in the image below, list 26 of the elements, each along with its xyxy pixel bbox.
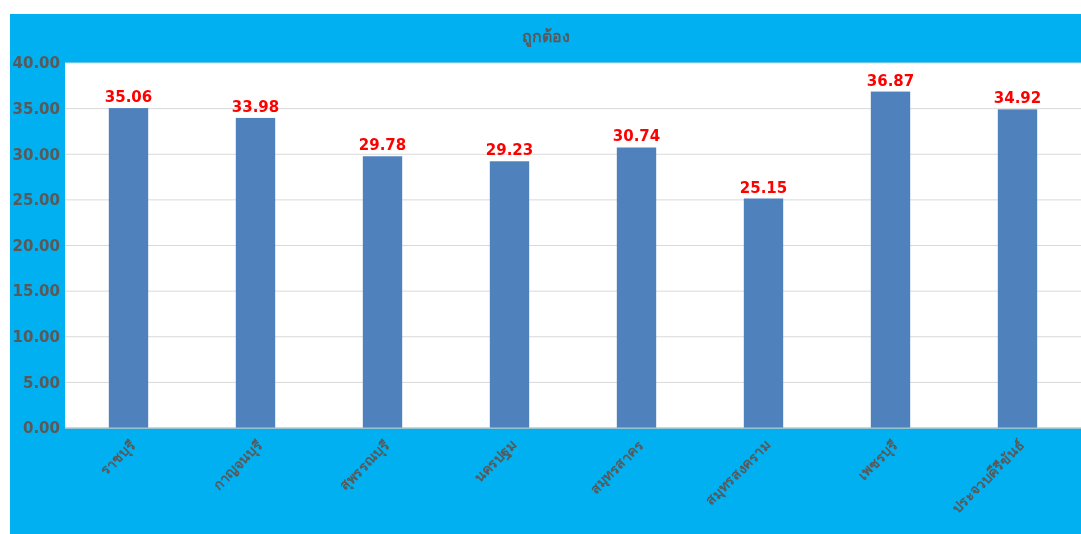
bar (108, 108, 149, 428)
y-tick-label: 0.00 (22, 419, 60, 438)
y-tick-label: 20.00 (12, 236, 60, 255)
bar (489, 161, 530, 428)
y-tick-label: 25.00 (12, 191, 60, 210)
y-tick-label: 15.00 (12, 282, 60, 301)
y-tick-label: 10.00 (12, 328, 60, 346)
y-tick-label: 40.00 (12, 54, 60, 73)
bar (743, 198, 784, 428)
bar (616, 147, 657, 428)
chart-title: ถูกต้อง (521, 27, 570, 48)
data-label: 29.23 (485, 141, 534, 160)
bar (997, 109, 1038, 428)
data-label: 36.87 (866, 71, 915, 90)
y-tick-label: 5.00 (22, 373, 60, 392)
data-label: 33.98 (231, 97, 280, 116)
data-label: 35.06 (104, 88, 153, 107)
data-label: 25.15 (739, 178, 788, 197)
data-label: 34.92 (993, 89, 1042, 108)
bar (362, 156, 403, 428)
data-label: 29.78 (358, 136, 407, 155)
data-label: 30.74 (612, 127, 661, 146)
y-tick-label: 30.00 (12, 145, 60, 164)
bar (235, 117, 276, 428)
y-tick-label: 35.00 (12, 99, 60, 118)
bar (870, 91, 911, 428)
